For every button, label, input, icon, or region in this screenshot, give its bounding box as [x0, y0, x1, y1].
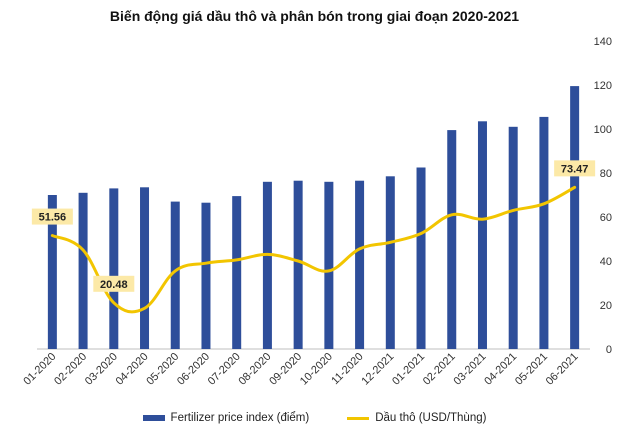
- y-tick-label: 120: [594, 80, 612, 92]
- x-tick-label: 04-2020: [114, 351, 151, 388]
- x-tick-label: 12-2021: [359, 351, 396, 388]
- legend-item-line: Dầu thô (USD/Thùng): [347, 412, 486, 424]
- bar: [78, 192, 88, 349]
- x-tick-label: 05-2021: [513, 351, 550, 388]
- x-tick-label: 05-2020: [144, 351, 181, 388]
- x-tick-label: 02-2020: [52, 351, 89, 388]
- chart-title: Biến động giá dầu thô và phân bón trong …: [109, 8, 520, 24]
- x-tick-label: 02-2021: [421, 351, 458, 388]
- x-tick-label: 07-2020: [206, 351, 243, 388]
- y-tick-label: 80: [600, 168, 612, 180]
- bar: [385, 176, 395, 349]
- legend-swatch-bar: [142, 415, 165, 421]
- data-label: 73.47: [561, 163, 589, 175]
- legend-label-bar: Fertilizer price index (điểm): [170, 412, 310, 424]
- legend-item-bar: Fertilizer price index (điểm): [142, 412, 310, 424]
- bar: [508, 126, 518, 349]
- x-tick-label: 01-2021: [390, 351, 427, 388]
- bar: [170, 201, 180, 349]
- bar: [477, 121, 487, 349]
- y-tick-label: 100: [594, 124, 612, 136]
- bar: [324, 181, 334, 349]
- x-tick-label: 01-2020: [21, 351, 58, 388]
- x-tick-label: 11-2020: [329, 351, 365, 387]
- bar: [570, 86, 580, 349]
- x-tick-label: 04-2021: [482, 351, 519, 388]
- y-tick-label: 60: [600, 212, 612, 224]
- bar: [232, 196, 242, 349]
- bar: [416, 167, 426, 349]
- data-label-bg: [31, 208, 73, 225]
- x-tick-label: 03-2020: [83, 351, 120, 388]
- y-tick-label: 40: [600, 256, 612, 268]
- data-label: 51.56: [39, 212, 67, 224]
- bar: [47, 195, 57, 349]
- data-label: 20.48: [100, 279, 128, 291]
- y-tick-label: 20: [600, 300, 612, 312]
- x-tick-label: 03-2021: [452, 351, 489, 388]
- bar: [262, 181, 272, 349]
- bar: [539, 116, 549, 350]
- data-label-bg: [93, 275, 135, 292]
- y-tick-label: 140: [594, 36, 612, 48]
- bar: [140, 187, 150, 349]
- x-tick-label: 10-2020: [298, 351, 335, 388]
- x-tick-label: 08-2020: [237, 351, 274, 388]
- bar: [201, 202, 211, 349]
- bar: [447, 130, 457, 349]
- series-line: [50, 185, 577, 314]
- y-tick-label: 0: [606, 344, 612, 356]
- x-tick-label: 06-2021: [544, 351, 581, 388]
- bar: [355, 180, 365, 349]
- legend-label-line: Dầu thô (USD/Thùng): [375, 412, 487, 424]
- bar: [109, 188, 119, 349]
- data-label-bg: [554, 160, 596, 177]
- chart-legend: Fertilizer price index (điểm) Dầu thô (U…: [0, 412, 629, 424]
- legend-swatch-line: [347, 416, 370, 420]
- x-tick-label: 06-2020: [175, 351, 212, 388]
- x-tick-label: 09-2020: [267, 351, 304, 388]
- bar: [293, 180, 303, 349]
